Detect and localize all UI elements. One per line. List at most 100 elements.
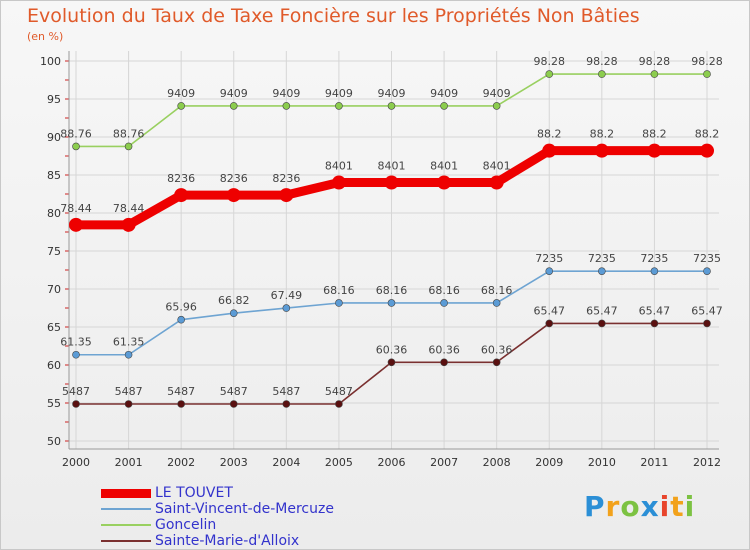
data-label: 60.36 — [428, 343, 460, 356]
data-point — [69, 217, 83, 232]
legend-swatch — [101, 508, 151, 510]
y-tick-label: 65 — [47, 321, 61, 334]
data-point — [594, 143, 609, 158]
legend-label: Saint-Vincent-de-Mercuze — [155, 501, 334, 517]
data-point — [598, 267, 606, 275]
data-point — [282, 304, 291, 312]
legend-label: Goncelin — [155, 517, 217, 533]
data-point — [124, 400, 133, 408]
x-tick-label: 2003 — [220, 456, 248, 469]
data-label: 88.76 — [60, 127, 92, 140]
data-label: 8236 — [272, 172, 300, 185]
logo-letter: i — [684, 490, 696, 523]
data-point — [72, 142, 80, 151]
x-tick-label: 2012 — [693, 456, 721, 469]
x-tick-label: 2009 — [535, 456, 563, 469]
data-label: 8401 — [378, 160, 406, 173]
logo-letter: x — [640, 490, 660, 523]
data-point — [335, 400, 343, 408]
data-point — [229, 102, 238, 110]
data-point — [492, 299, 501, 307]
data-label: 68.16 — [481, 284, 513, 297]
data-label: 98.28 — [691, 55, 723, 68]
data-label: 5487 — [62, 385, 90, 398]
logo-letter: r — [605, 490, 621, 523]
data-point — [335, 299, 343, 307]
data-point — [177, 102, 185, 110]
data-point — [282, 400, 291, 408]
data-point — [703, 267, 711, 275]
x-tick-label: 2011 — [640, 456, 668, 469]
data-label: 78.44 — [113, 202, 145, 215]
x-tick-label: 2006 — [378, 456, 406, 469]
data-label: 9409 — [272, 87, 300, 100]
data-point — [124, 142, 133, 151]
data-label: 88.2 — [642, 128, 667, 141]
y-tick-label: 80 — [47, 207, 61, 220]
data-label: 9409 — [167, 87, 195, 100]
data-point — [440, 102, 448, 110]
data-point — [335, 102, 343, 110]
data-label: 88.76 — [113, 127, 145, 140]
data-label: 65.47 — [534, 304, 566, 317]
x-tick-label: 2008 — [483, 456, 511, 469]
data-label: 67.49 — [271, 289, 303, 302]
data-label: 68.16 — [428, 284, 460, 297]
x-tick-label: 2005 — [325, 456, 353, 469]
data-label: 61.35 — [113, 336, 145, 349]
data-label: 65.47 — [691, 304, 723, 317]
x-tick-label: 2010 — [588, 456, 616, 469]
data-point — [542, 143, 557, 158]
y-tick-label: 100 — [40, 55, 61, 68]
data-label: 88.2 — [537, 128, 562, 141]
data-label: 5487 — [325, 385, 353, 398]
y-tick-label: 85 — [47, 169, 61, 182]
data-point — [650, 267, 659, 275]
data-label: 8401 — [483, 160, 511, 173]
legend-item: Goncelin — [101, 517, 216, 533]
data-point — [440, 358, 448, 367]
chart-title: Evolution du Taux de Taxe Foncière sur l… — [27, 5, 640, 27]
data-label: 7235 — [535, 252, 563, 265]
x-tick-label: 2004 — [272, 456, 300, 469]
data-label: 78.44 — [60, 202, 92, 215]
data-point — [279, 188, 294, 203]
data-label: 65.96 — [165, 301, 197, 314]
data-point — [229, 400, 238, 408]
data-label: 7235 — [693, 252, 721, 265]
x-tick-label: 2002 — [167, 456, 195, 469]
data-point — [440, 299, 448, 307]
data-point — [121, 217, 136, 232]
data-point — [331, 175, 346, 190]
data-label: 8236 — [167, 172, 195, 185]
data-label: 9409 — [378, 87, 406, 100]
data-point — [177, 400, 185, 408]
data-label: 98.28 — [639, 55, 671, 68]
y-tick-label: 95 — [47, 93, 61, 106]
legend-label: Sainte-Marie-d'Alloix — [155, 533, 300, 549]
proxiti-logo: Proxiti — [584, 490, 695, 523]
data-point — [650, 70, 659, 78]
logo-letter: t — [670, 490, 685, 523]
data-label: 60.36 — [376, 343, 408, 356]
data-point — [72, 350, 80, 359]
legend-item: Saint-Vincent-de-Mercuze — [101, 501, 334, 517]
data-label: 9409 — [325, 87, 353, 100]
data-label: 8236 — [220, 172, 248, 185]
logo-letter: o — [620, 490, 641, 523]
data-label: 60.36 — [481, 343, 513, 356]
data-point — [647, 143, 662, 158]
y-tick-label: 90 — [47, 131, 61, 144]
x-tick-label: 2001 — [115, 456, 143, 469]
data-label: 8401 — [430, 160, 458, 173]
data-point — [387, 299, 396, 307]
chart-subtitle: (en %) — [27, 30, 64, 43]
data-point — [229, 309, 238, 317]
legend-item: Sainte-Marie-d'Alloix — [101, 533, 299, 549]
y-tick-label: 75 — [47, 245, 61, 258]
data-label: 5487 — [167, 385, 195, 398]
data-label: 61.35 — [60, 336, 92, 349]
data-label: 98.28 — [534, 55, 566, 68]
data-point — [177, 315, 185, 324]
